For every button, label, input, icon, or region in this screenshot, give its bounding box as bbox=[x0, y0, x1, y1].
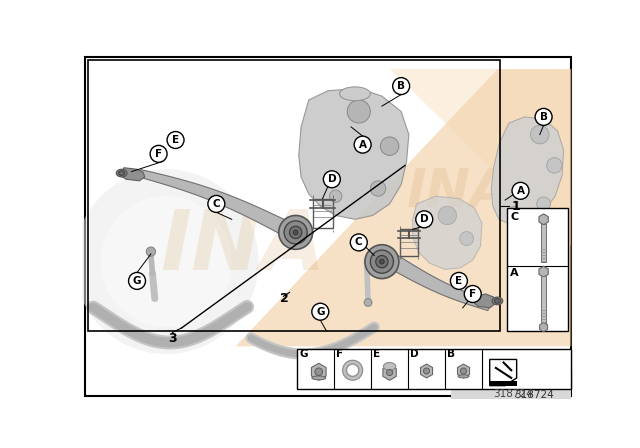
Circle shape bbox=[376, 255, 388, 268]
Circle shape bbox=[380, 259, 384, 264]
Text: E: E bbox=[455, 276, 463, 286]
Polygon shape bbox=[390, 254, 492, 310]
Circle shape bbox=[323, 171, 340, 188]
Circle shape bbox=[451, 272, 467, 289]
Circle shape bbox=[284, 221, 307, 244]
Circle shape bbox=[208, 195, 225, 212]
Bar bbox=[541, 224, 546, 263]
Ellipse shape bbox=[118, 171, 125, 176]
Ellipse shape bbox=[312, 376, 326, 380]
Circle shape bbox=[387, 370, 393, 375]
Circle shape bbox=[349, 366, 356, 374]
Circle shape bbox=[101, 196, 232, 327]
Circle shape bbox=[512, 182, 529, 199]
Text: C: C bbox=[355, 237, 363, 247]
Circle shape bbox=[537, 197, 550, 211]
Bar bbox=[490, 381, 516, 386]
Bar bbox=[541, 276, 546, 326]
Circle shape bbox=[424, 368, 429, 374]
Text: 3: 3 bbox=[168, 332, 177, 345]
Polygon shape bbox=[413, 196, 482, 269]
Text: A: A bbox=[510, 268, 518, 278]
Circle shape bbox=[348, 100, 371, 123]
Text: E: E bbox=[373, 349, 381, 359]
Circle shape bbox=[531, 125, 549, 144]
Circle shape bbox=[150, 146, 167, 162]
Circle shape bbox=[460, 368, 467, 374]
Circle shape bbox=[330, 190, 342, 202]
Ellipse shape bbox=[340, 87, 371, 101]
Polygon shape bbox=[490, 359, 516, 386]
Ellipse shape bbox=[494, 299, 500, 303]
Text: C: C bbox=[212, 199, 220, 209]
Bar bbox=[451, 389, 572, 399]
Text: D: D bbox=[420, 214, 429, 224]
Circle shape bbox=[416, 211, 433, 228]
Bar bbox=[570, 372, 573, 389]
Text: D: D bbox=[410, 349, 419, 359]
Circle shape bbox=[364, 299, 372, 306]
Text: D: D bbox=[328, 174, 336, 184]
Text: A: A bbox=[358, 140, 367, 150]
Circle shape bbox=[279, 215, 312, 250]
Bar bbox=[507, 208, 568, 331]
Polygon shape bbox=[299, 88, 409, 220]
Bar bbox=[312, 198, 333, 228]
Circle shape bbox=[438, 206, 456, 225]
Polygon shape bbox=[473, 294, 496, 308]
Polygon shape bbox=[492, 117, 564, 225]
Text: B: B bbox=[540, 112, 548, 122]
Text: 318724: 318724 bbox=[515, 390, 554, 400]
Circle shape bbox=[371, 250, 394, 273]
Bar bbox=[399, 229, 418, 255]
Ellipse shape bbox=[116, 169, 127, 177]
Text: C: C bbox=[510, 212, 518, 222]
Text: G: G bbox=[132, 276, 141, 286]
Circle shape bbox=[315, 368, 323, 375]
Text: E: E bbox=[172, 135, 179, 145]
Circle shape bbox=[293, 230, 298, 235]
Circle shape bbox=[342, 360, 363, 380]
Text: B: B bbox=[447, 349, 455, 359]
Text: 2: 2 bbox=[280, 292, 289, 305]
Circle shape bbox=[547, 158, 562, 173]
Circle shape bbox=[464, 285, 481, 302]
Text: G: G bbox=[300, 349, 308, 359]
Circle shape bbox=[460, 232, 474, 246]
Circle shape bbox=[167, 132, 184, 148]
Circle shape bbox=[509, 206, 520, 217]
Circle shape bbox=[365, 245, 399, 279]
Polygon shape bbox=[120, 168, 145, 181]
Circle shape bbox=[147, 247, 156, 256]
Circle shape bbox=[346, 364, 359, 376]
Text: 318724: 318724 bbox=[493, 389, 532, 399]
Text: F: F bbox=[155, 149, 162, 159]
Circle shape bbox=[312, 303, 329, 320]
Text: F: F bbox=[337, 349, 344, 359]
Ellipse shape bbox=[458, 375, 469, 378]
Text: F: F bbox=[469, 289, 476, 299]
Circle shape bbox=[350, 234, 367, 251]
Circle shape bbox=[74, 169, 259, 354]
Ellipse shape bbox=[383, 362, 396, 370]
Circle shape bbox=[354, 136, 371, 153]
Circle shape bbox=[129, 272, 145, 289]
Circle shape bbox=[535, 108, 552, 125]
Polygon shape bbox=[390, 69, 572, 246]
Circle shape bbox=[393, 78, 410, 95]
Text: G: G bbox=[316, 307, 324, 317]
Circle shape bbox=[380, 137, 399, 155]
Bar bbox=[88, 60, 500, 331]
Bar bbox=[297, 349, 570, 389]
Text: INA: INA bbox=[406, 166, 511, 218]
Ellipse shape bbox=[492, 297, 503, 305]
Text: B: B bbox=[397, 81, 405, 91]
Text: A: A bbox=[516, 186, 525, 196]
Circle shape bbox=[289, 226, 302, 238]
Circle shape bbox=[371, 181, 386, 196]
Polygon shape bbox=[138, 169, 296, 240]
Text: INA: INA bbox=[161, 206, 326, 287]
Text: 1: 1 bbox=[511, 200, 520, 213]
Polygon shape bbox=[236, 69, 572, 346]
